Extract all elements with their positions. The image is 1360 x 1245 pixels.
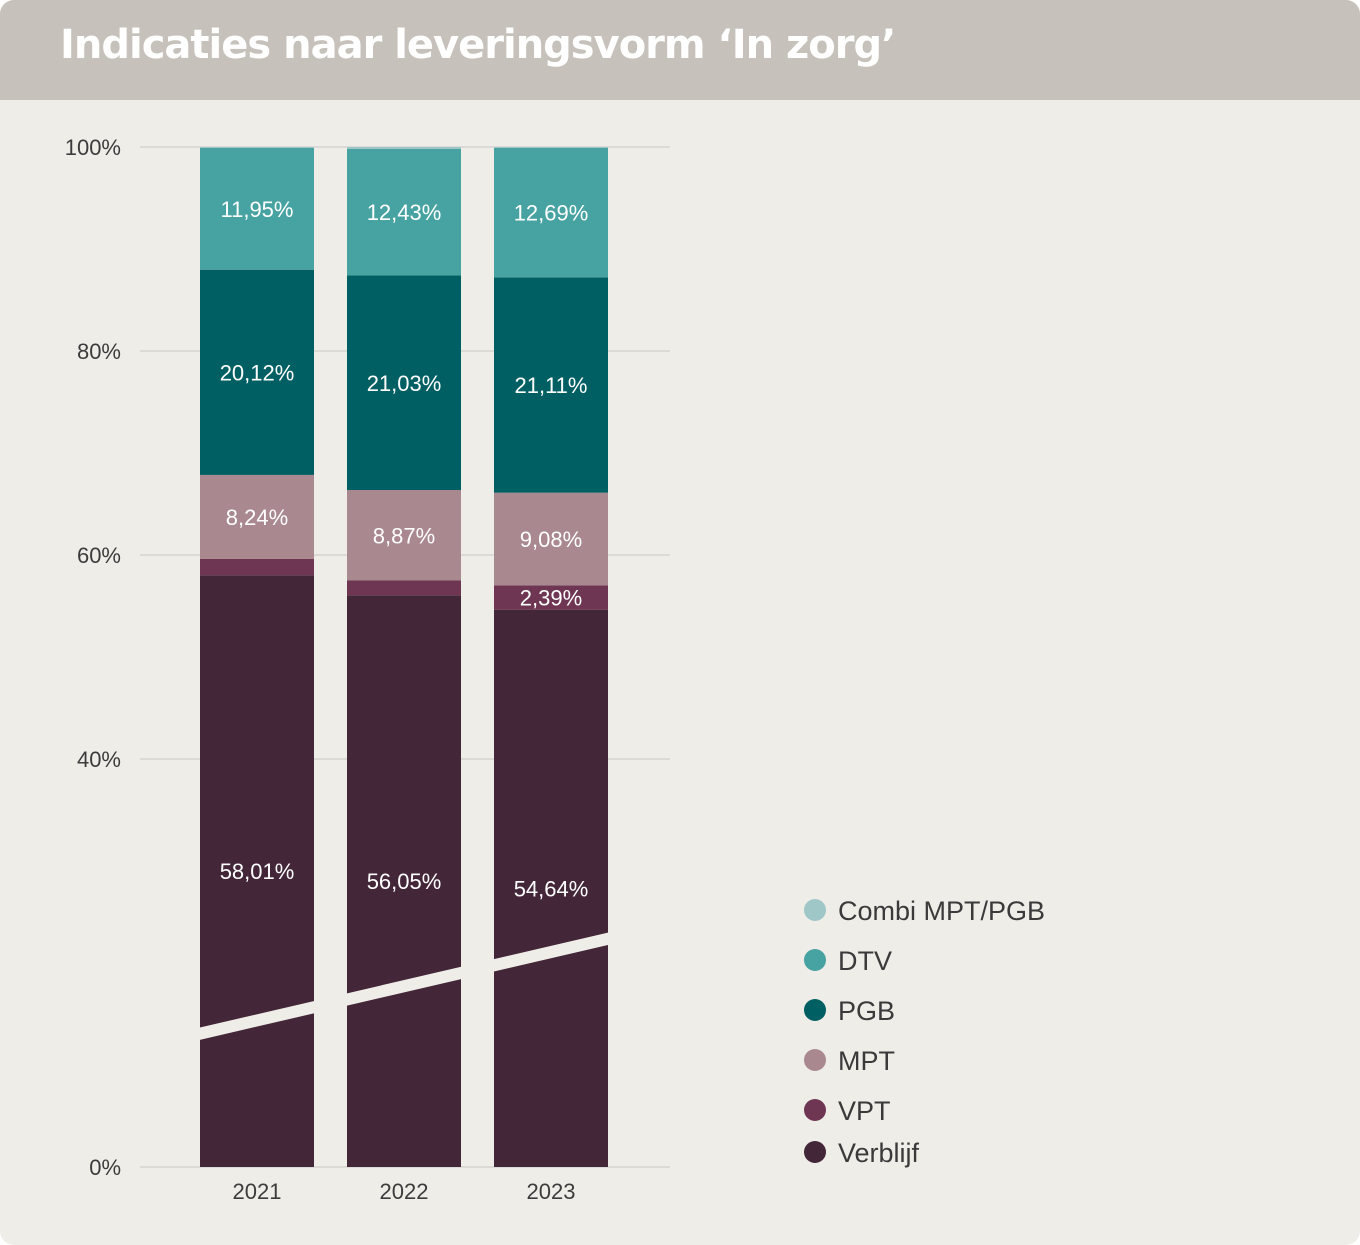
data-label-dtv-2022: 12,43% xyxy=(367,200,442,225)
legend-label-dtv: DTV xyxy=(838,946,892,976)
chart-title: Indicaties naar leveringsvorm ‘In zorg’ xyxy=(60,22,896,68)
legend-swatch-verblijf xyxy=(804,1141,826,1163)
legend-swatch-vpt xyxy=(804,1099,826,1121)
y-tick-label: 100% xyxy=(65,135,121,160)
bar-vpt-2023 xyxy=(494,585,608,610)
bar-verblijf-2022 xyxy=(347,595,461,1167)
data-label-mpt-2021: 8,24% xyxy=(226,505,288,530)
bar-dtv-2022 xyxy=(347,148,461,276)
legend-item-pgb: PGB xyxy=(804,996,895,1026)
legend-swatch-combi-mpt-pgb xyxy=(804,899,826,921)
bar-vpt-2022 xyxy=(347,580,461,596)
title-bar: Indicaties naar leveringsvorm ‘In zorg’ xyxy=(0,0,1360,100)
legend-label-vpt: VPT xyxy=(838,1096,891,1126)
legend-item-combi-mpt-pgb: Combi MPT/PGB xyxy=(804,896,1045,926)
y-tick-label: 60% xyxy=(77,543,121,568)
x-tick-label-2022: 2022 xyxy=(380,1179,429,1204)
x-tick-label-2021: 2021 xyxy=(233,1179,282,1204)
axis-break-mark xyxy=(188,930,622,1042)
bar-pgb-2023 xyxy=(494,277,608,493)
x-tick-label-2023: 2023 xyxy=(527,1179,576,1204)
legend-item-mpt: MPT xyxy=(804,1046,895,1076)
bar-vpt-2021 xyxy=(200,558,314,576)
bar-pgb-2021 xyxy=(200,269,314,475)
bar-mpt-2023 xyxy=(494,492,608,586)
legend-item-dtv: DTV xyxy=(804,946,892,976)
bar-dtv-2021 xyxy=(200,147,314,270)
legend-item-verblijf: Verblijf xyxy=(804,1138,920,1168)
data-label-mpt-2022: 8,87% xyxy=(373,523,435,548)
data-label-pgb-2023: 21,11% xyxy=(515,373,588,398)
data-label-pgb-2022: 21,03% xyxy=(367,371,442,396)
data-label-verblijf-2021: 58,01% xyxy=(220,859,295,884)
y-tick-label: 40% xyxy=(77,747,121,772)
legend-swatch-mpt xyxy=(804,1049,826,1071)
data-label-dtv-2023: 12,69% xyxy=(514,201,589,226)
legend-swatch-dtv xyxy=(804,949,826,971)
data-label-dtv-2021: 11,95% xyxy=(221,197,294,222)
data-label-pgb-2021: 20,12% xyxy=(220,360,295,385)
bar-verblijf-2023 xyxy=(494,609,608,1167)
bar-verblijf-2021 xyxy=(200,575,314,1167)
legend-label-pgb: PGB xyxy=(838,996,895,1026)
legend-swatch-pgb xyxy=(804,999,826,1021)
data-label-vpt-2023: 2,39% xyxy=(520,585,582,610)
data-label-verblijf-2022: 56,05% xyxy=(367,869,442,894)
legend-item-vpt: VPT xyxy=(804,1096,891,1126)
y-tick-label: 0% xyxy=(89,1155,121,1180)
y-tick-label: 80% xyxy=(77,339,121,364)
legend-label-combi-mpt-pgb: Combi MPT/PGB xyxy=(838,896,1045,926)
bar-mpt-2021 xyxy=(200,474,314,559)
bar-mpt-2022 xyxy=(347,490,461,581)
bar-combi-mpt-pgb-2021 xyxy=(200,147,314,148)
bar-dtv-2023 xyxy=(494,147,608,278)
data-label-verblijf-2023: 54,64% xyxy=(514,876,589,901)
bar-combi-mpt-pgb-2023 xyxy=(494,147,608,148)
legend-label-verblijf: Verblijf xyxy=(838,1138,920,1168)
data-label-mpt-2023: 9,08% xyxy=(520,527,582,552)
legend-label-mpt: MPT xyxy=(838,1046,895,1076)
bar-pgb-2022 xyxy=(347,275,461,491)
bar-combi-mpt-pgb-2022 xyxy=(347,147,461,149)
